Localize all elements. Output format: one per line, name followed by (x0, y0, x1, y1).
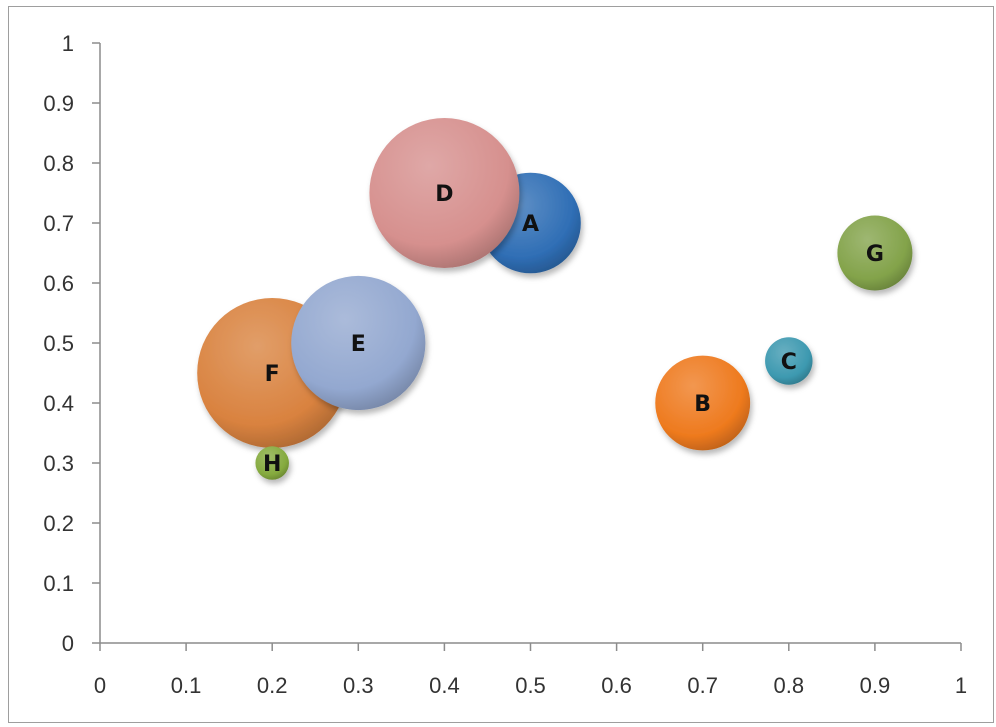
bubble-e[interactable] (291, 275, 426, 411)
x-tick-label: 0.7 (687, 673, 718, 698)
axes: 0 0.1 0.2 0.3 0.4 0.5 0.6 0.7 0.8 0.9 1 0 0.1 0.2 0.3 0… (43, 31, 967, 698)
bubble-label-d: D (435, 182, 453, 207)
bubble-label-f: F (265, 362, 280, 387)
bubble-label-e: E (351, 332, 366, 357)
x-tick-label: 0.2 (257, 673, 288, 698)
bubble-label-a: A (522, 212, 539, 237)
chart-area[interactable] (8, 6, 994, 723)
bubble-label-c: C (781, 350, 797, 375)
y-tick-label: 0.6 (43, 271, 74, 296)
y-tick-label: 0.4 (43, 391, 74, 416)
y-tick-label: 0.8 (43, 151, 74, 176)
x-tick-label: 0.9 (860, 673, 891, 698)
y-tick-label: 0.2 (43, 511, 74, 536)
x-tick-label: 0 (94, 673, 106, 698)
y-tick-label: 0.7 (43, 211, 74, 236)
bubble-c[interactable] (765, 337, 813, 385)
x-tick-label: 0.6 (601, 673, 632, 698)
x-tick-label: 0.3 (343, 673, 374, 698)
bubble-h[interactable] (255, 446, 289, 480)
x-tick-label: 0.1 (171, 673, 202, 698)
x-tick-label: 0.8 (774, 673, 805, 698)
x-tick-label: 1 (955, 673, 967, 698)
y-tick-label: 0 (62, 631, 74, 656)
x-tick-label: 0.5 (515, 673, 546, 698)
y-tick-label: 0.1 (43, 571, 74, 596)
y-tick-label: 0.9 (43, 91, 74, 116)
x-tick-label: 0.4 (429, 673, 460, 698)
bubble-b[interactable] (655, 355, 751, 451)
y-tick-label: 0.3 (43, 451, 74, 476)
y-tick-label: 1 (62, 31, 74, 56)
bubble-label-h: H (263, 452, 281, 477)
bubbles: A B C G F E D H (197, 118, 913, 480)
bubble-g[interactable] (837, 215, 913, 291)
bubble-label-b: B (694, 392, 711, 417)
bubble-d[interactable] (369, 118, 520, 268)
y-tick-label: 0.5 (43, 331, 74, 356)
bubble-label-g: G (866, 242, 884, 267)
